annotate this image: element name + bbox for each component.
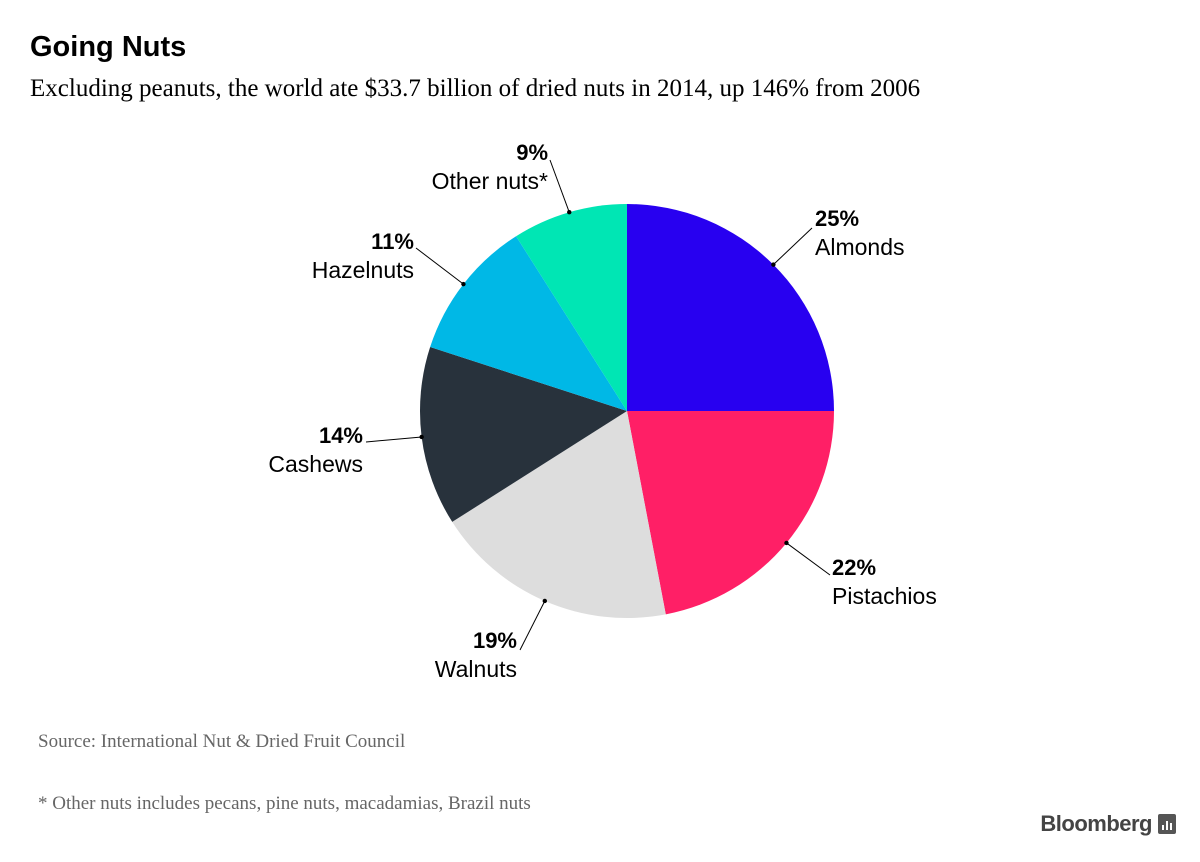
- pie-slice-pistachios: [627, 411, 834, 615]
- pie-chart: 25% Almonds 22% Pistachios 19% Walnuts 14% Cash…: [268, 140, 936, 682]
- leader-dot: [567, 210, 572, 215]
- leader-lines: [365, 159, 831, 651]
- leader-line: [773, 227, 813, 265]
- slice-labels: 25% Almonds 22% Pistachios 19% Walnuts 14% Cash…: [268, 140, 936, 682]
- chart-subtitle: Excluding peanuts, the world ate $33.7 b…: [30, 75, 921, 102]
- pie-slice-other-nuts: [516, 204, 627, 411]
- slice-percent-label: 11%: [371, 229, 414, 254]
- slice-percent-label: 14%: [319, 423, 363, 448]
- slice-percent-label: 19%: [473, 628, 517, 653]
- leader-dot: [542, 598, 547, 604]
- pie-slice-cashews: [420, 347, 627, 522]
- leader-dot: [461, 281, 466, 287]
- slice-name-label: Pistachios: [832, 583, 937, 609]
- slice-name-label: Walnuts: [435, 656, 517, 682]
- slice-percent-label: 25%: [815, 206, 859, 231]
- slice-name-label: Almonds: [815, 234, 904, 260]
- leader-line: [365, 436, 422, 443]
- slice-name-label: Hazelnuts: [312, 257, 414, 283]
- slice-name-label: Cashews: [268, 451, 363, 477]
- slice-name-label: Other nuts*: [432, 168, 548, 194]
- slice-percent-label: 9%: [516, 140, 548, 165]
- leader-line: [519, 600, 546, 651]
- leader-line: [549, 159, 570, 213]
- leader-dot: [419, 434, 424, 440]
- pie-slice-almonds: [627, 204, 834, 411]
- leader-dot: [771, 262, 776, 267]
- footnote: * Other nuts includes pecans, pine nuts,…: [38, 793, 531, 814]
- leader-dot: [784, 540, 789, 546]
- source-note: Source: International Nut & Dried Fruit …: [38, 731, 406, 752]
- slice-percent-label: 22%: [832, 555, 876, 580]
- bar-chart-icon: [1158, 814, 1176, 834]
- leader-line: [786, 542, 831, 576]
- pie-slice-hazelnuts: [430, 236, 627, 411]
- chart-title: Going Nuts: [30, 31, 187, 63]
- brand-text: Bloomberg: [1040, 811, 1152, 836]
- pie-slice-walnuts: [452, 411, 666, 618]
- pie-slices: [420, 204, 834, 618]
- leader-line: [415, 247, 464, 285]
- brand-logo: Bloomberg: [1040, 811, 1176, 837]
